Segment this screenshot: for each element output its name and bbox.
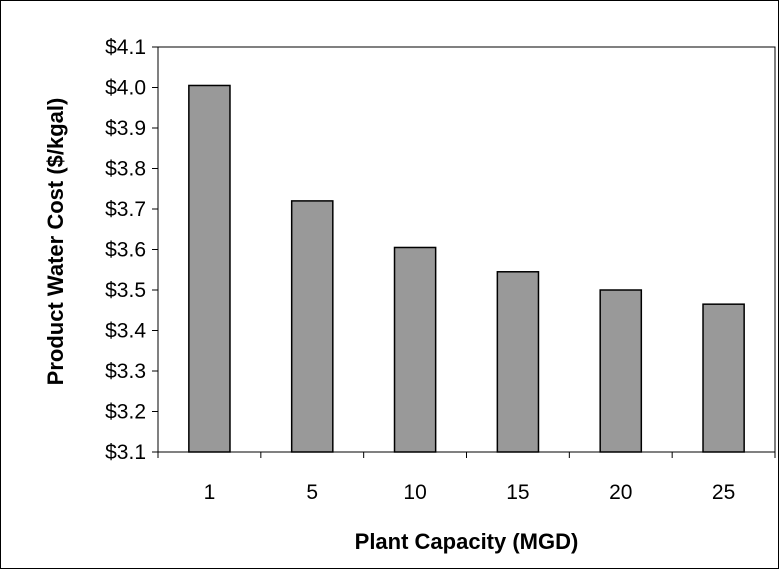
bars-group: [188, 84, 745, 453]
y-tick-label: $3.3: [105, 360, 146, 383]
x-tick-label: 20: [609, 481, 632, 504]
plot-border: [157, 46, 776, 453]
y-tick-label: $3.2: [105, 401, 146, 424]
bar-10: [393, 246, 437, 453]
x-tick-label: 5: [306, 481, 318, 504]
y-axis-ticks: $3.1 $3.2 $3.3 $3.4 $3.5 $3.6 $3.7 $3.8 $3.9 $4.0…: [105, 36, 158, 464]
y-tick-label: $3.6: [105, 239, 146, 262]
y-axis-title: Product Water Cost ($/kgal): [43, 98, 68, 386]
bar-15: [496, 271, 540, 453]
x-tick-label: 15: [506, 481, 529, 504]
bar-5: [290, 200, 334, 453]
y-tick-label: $3.7: [105, 198, 146, 221]
x-axis-ticks: 1 5 10 15 20 25: [157, 452, 776, 504]
bar-25: [702, 303, 745, 453]
y-tick-label: $4.1: [105, 36, 146, 59]
y-tick-label: $3.4: [105, 320, 146, 343]
y-tick-label: $3.5: [105, 279, 146, 302]
y-tick-label: $3.1: [105, 441, 146, 464]
y-tick-label: $3.8: [105, 158, 146, 181]
bar-1: [188, 84, 231, 453]
bar-20: [599, 289, 643, 453]
y-tick-label: $4.0: [105, 77, 146, 100]
x-tick-label: 25: [712, 481, 735, 504]
x-tick-label: 10: [403, 481, 426, 504]
x-axis-title: Plant Capacity (MGD): [355, 529, 579, 554]
y-tick-label: $3.9: [105, 117, 146, 140]
plot-area: [157, 46, 776, 453]
x-tick-label: 1: [204, 481, 216, 504]
